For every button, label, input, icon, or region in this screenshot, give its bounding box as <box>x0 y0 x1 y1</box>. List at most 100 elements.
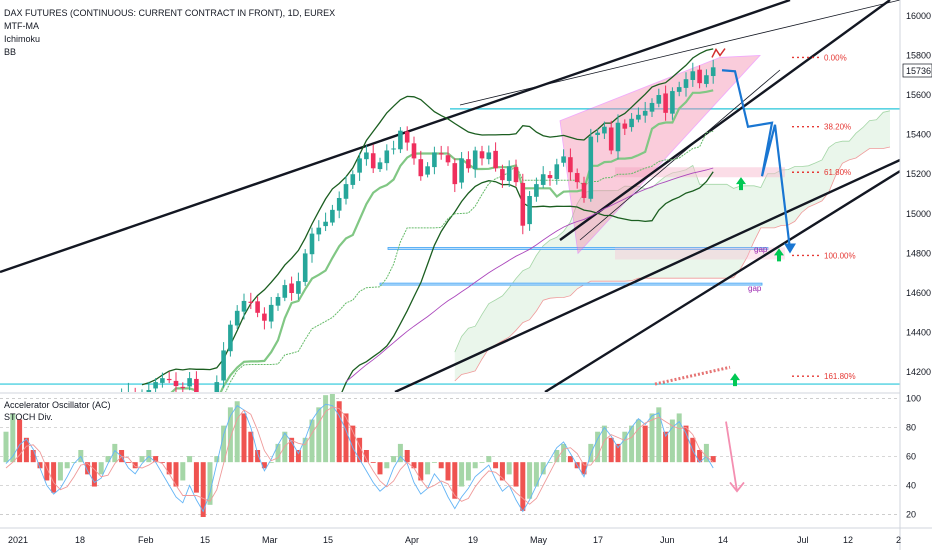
candle-body <box>234 310 240 326</box>
time-tick: 19 <box>468 535 478 545</box>
candle-body <box>452 163 458 185</box>
ac-bar <box>391 456 397 463</box>
ac-bar <box>234 401 240 463</box>
candle-body <box>520 182 526 226</box>
ac-bar <box>547 462 553 463</box>
price-tick: 14600 <box>906 288 931 298</box>
oscillator-axis[interactable]: 100 80 60 40 20 <box>906 393 921 519</box>
ac-bar <box>336 401 342 463</box>
ac-bar <box>221 425 227 463</box>
candle-body <box>710 67 716 77</box>
ac-bar <box>404 449 410 463</box>
oscillator-legend: Accelerator Oscillator (AC) STOCH Div. <box>4 400 111 422</box>
candle-body <box>153 382 158 389</box>
candle-body <box>45 430 50 443</box>
candle-body <box>602 126 607 134</box>
ac-bar <box>125 462 131 463</box>
candle-body <box>282 285 288 298</box>
ac-bar <box>187 456 193 463</box>
candle-body <box>683 79 689 88</box>
candle-body <box>370 153 376 169</box>
oscillator-grid <box>0 398 900 515</box>
ac-bar <box>595 431 601 463</box>
ac-bar <box>622 431 628 463</box>
candle-body <box>656 95 662 104</box>
candle-body <box>208 408 213 425</box>
candle-body <box>595 132 600 136</box>
osc-tick: 20 <box>906 509 916 519</box>
up-arrow-2 <box>730 373 740 387</box>
candle-body <box>432 152 437 168</box>
candle-body <box>180 386 186 389</box>
candle-body <box>690 71 696 80</box>
candle-body <box>146 390 152 392</box>
candle-body <box>323 221 328 227</box>
projection-arrowhead <box>784 243 796 254</box>
candle-body <box>527 196 532 225</box>
ac-bar <box>214 456 220 463</box>
ac-bar <box>629 425 635 463</box>
candle-body <box>384 150 390 164</box>
time-axis[interactable]: 2021 18 Feb 15 Mar 15 Apr 19 May 17 Jun 14 Jul 12 2 <box>8 535 901 545</box>
candle-body <box>214 382 220 392</box>
candle-body <box>506 166 512 181</box>
upper-trendline <box>0 0 791 274</box>
candle-body <box>194 378 199 392</box>
candle-body <box>248 301 254 303</box>
ac-bar <box>554 449 560 463</box>
ac-bar <box>132 462 138 469</box>
candle-body <box>581 182 587 198</box>
ma-line <box>345 167 714 383</box>
oscillator-pane[interactable] <box>0 389 900 518</box>
legend-bb: BB <box>4 47 16 57</box>
price-tick: 14800 <box>906 248 931 258</box>
indicator-lines <box>141 48 714 392</box>
ac-bar <box>91 462 97 487</box>
ac-bar <box>193 462 199 493</box>
ac-bar <box>697 449 703 463</box>
candle-body <box>228 324 233 352</box>
candle-body <box>540 174 546 185</box>
ac-bar <box>37 462 43 469</box>
candle-body <box>697 69 702 84</box>
ac-bar <box>397 443 403 463</box>
price-legend: DAX FUTURES (CONTINUOUS: CURRENT CONTRAC… <box>4 8 335 57</box>
price-axis[interactable]: 16000 15800 15600 15400 15200 15000 14800 14600… <box>906 11 931 377</box>
ac-bar <box>370 462 376 463</box>
ac-bar <box>635 419 641 463</box>
candle-body <box>676 87 682 92</box>
candle-body <box>561 156 566 163</box>
fib-label-3: 100.00% <box>824 251 856 260</box>
ac-bar <box>377 462 383 475</box>
fib-label-1: 38.20% <box>824 123 851 132</box>
osc-tick: 100 <box>906 393 921 403</box>
price-pane[interactable] <box>0 0 905 469</box>
candle-body <box>486 152 492 160</box>
ac-bar <box>166 462 172 475</box>
candle-body <box>343 184 349 199</box>
ac-bar <box>207 462 213 505</box>
ac-bar <box>472 462 478 469</box>
ac-title: Accelerator Oscillator (AC) <box>4 400 111 410</box>
fib-label-4: 161.80% <box>824 372 856 381</box>
candle-body <box>615 122 621 152</box>
stoch-div-arrowhead <box>729 481 745 493</box>
candle-body <box>31 422 36 435</box>
projection-drawings <box>654 48 796 387</box>
ac-bar <box>98 462 104 475</box>
time-tick: May <box>530 535 548 545</box>
ac-bar <box>669 419 675 463</box>
candle-body <box>289 283 294 294</box>
candle-body <box>649 102 655 112</box>
time-tick: Jul <box>797 535 809 545</box>
current-price-tag: 15736 <box>902 63 932 78</box>
candle-body <box>302 253 308 282</box>
gap-zone-0 <box>387 247 769 250</box>
ac-bar <box>173 462 179 487</box>
ac-bar <box>676 413 682 463</box>
ac-bar <box>112 443 118 463</box>
ac-bar <box>316 407 322 463</box>
channel-upper-line <box>559 0 891 241</box>
candle-body <box>568 157 573 173</box>
price-tick: 15200 <box>906 169 931 179</box>
